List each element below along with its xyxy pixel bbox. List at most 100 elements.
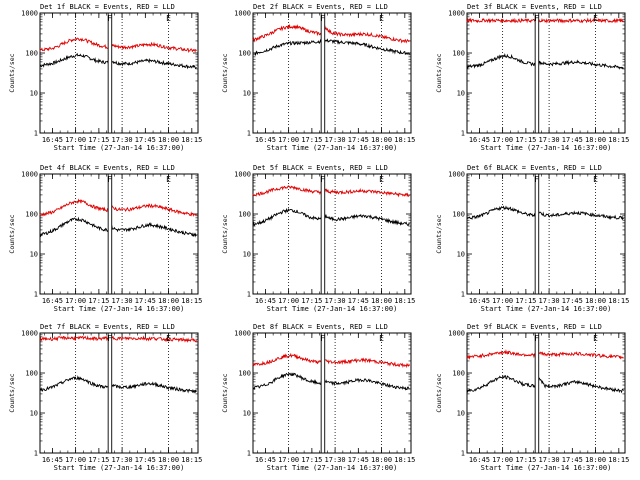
x-tick-label: 18:00 bbox=[585, 297, 606, 305]
x-tick-label: 18:15 bbox=[394, 456, 415, 464]
x-tick-label: 17:30 bbox=[112, 297, 133, 305]
chart-panel-7: Det 7f BLACK = Events, RED = LLD 1 10 100 10… bbox=[8, 323, 202, 472]
y-tick-label: 1 bbox=[247, 450, 251, 458]
x-tick-label: 17:00 bbox=[278, 456, 299, 464]
y-axis-label: Counts/sec bbox=[221, 53, 229, 92]
x-tick-label: 16:45 bbox=[42, 136, 63, 144]
events-series-line bbox=[466, 53, 624, 70]
y-tick-label: 100 bbox=[25, 211, 38, 219]
flag-marker-e: E bbox=[593, 14, 598, 23]
y-tick-label: 1000 bbox=[234, 10, 251, 18]
x-tick-label: 17:00 bbox=[492, 136, 513, 144]
x-tick-label: 17:45 bbox=[348, 136, 369, 144]
x-tick-label: 16:45 bbox=[255, 456, 276, 464]
x-tick-label: 18:15 bbox=[608, 136, 629, 144]
x-tick-label: 18:00 bbox=[158, 456, 179, 464]
y-tick-label: 1000 bbox=[21, 171, 38, 179]
events-series-line bbox=[252, 38, 410, 57]
y-tick-label: 100 bbox=[238, 50, 251, 58]
y-axis-label: Counts/sec bbox=[435, 214, 443, 253]
y-tick-label: 1000 bbox=[448, 171, 465, 179]
y-tick-label: 1 bbox=[34, 130, 38, 138]
x-tick-label: 17:00 bbox=[492, 297, 513, 305]
y-tick-label: 10 bbox=[243, 410, 251, 418]
flag-marker-f: F bbox=[107, 334, 112, 343]
y-tick-label: 10 bbox=[457, 251, 465, 259]
lld-series-line bbox=[466, 349, 624, 360]
flag-marker-f: F bbox=[534, 14, 539, 23]
chart-title: Det 8f BLACK = Events, RED = LLD bbox=[253, 323, 388, 331]
x-tick-label: 18:00 bbox=[158, 297, 179, 305]
data-gap-bar bbox=[534, 12, 540, 134]
lld-series-line bbox=[252, 185, 410, 198]
plot-frame bbox=[252, 173, 412, 295]
data-gap-bar bbox=[107, 12, 113, 134]
x-tick-label: 17:30 bbox=[539, 456, 560, 464]
x-tick-label: 17:00 bbox=[278, 297, 299, 305]
x-tick-label: 17:30 bbox=[539, 297, 560, 305]
y-tick-label: 1 bbox=[34, 450, 38, 458]
x-tick-label: 16:45 bbox=[255, 297, 276, 305]
chart-title: Det 5f BLACK = Events, RED = LLD bbox=[253, 164, 388, 172]
x-tick-label: 17:15 bbox=[515, 136, 536, 144]
x-tick-label: 16:45 bbox=[469, 456, 490, 464]
flag-marker-f: F bbox=[107, 175, 112, 184]
chart-panel-2: Det 2f BLACK = Events, RED = LLD 1 10 100 10… bbox=[221, 3, 415, 152]
x-tick-label: 17:00 bbox=[65, 456, 86, 464]
x-tick-label: 17:00 bbox=[65, 297, 86, 305]
flag-marker-e: E bbox=[166, 175, 171, 184]
x-tick-label: 17:30 bbox=[112, 136, 133, 144]
y-tick-label: 1000 bbox=[21, 330, 38, 338]
lld-series-line bbox=[466, 17, 624, 24]
x-tick-label: 17:45 bbox=[562, 456, 583, 464]
y-tick-label: 10 bbox=[243, 90, 251, 98]
y-tick-label: 100 bbox=[452, 50, 465, 58]
plot-frame bbox=[252, 332, 412, 454]
y-tick-label: 1 bbox=[247, 291, 251, 299]
chart-panel-9: Det 9f BLACK = Events, RED = LLD 1 10 100 10… bbox=[435, 323, 629, 472]
x-tick-label: 18:15 bbox=[608, 297, 629, 305]
y-axis-label: Counts/sec bbox=[221, 373, 229, 412]
x-tick-label: 18:15 bbox=[608, 456, 629, 464]
x-tick-label: 17:30 bbox=[325, 456, 346, 464]
chart-title: Det 9f BLACK = Events, RED = LLD bbox=[467, 323, 602, 331]
chart-panel-4: Det 4f BLACK = Events, RED = LLD 1 10 100 10… bbox=[8, 164, 202, 313]
y-axis-label: Counts/sec bbox=[8, 373, 16, 412]
x-tick-label: 17:15 bbox=[88, 297, 109, 305]
events-series-line bbox=[466, 205, 624, 221]
x-tick-label: 18:00 bbox=[585, 456, 606, 464]
x-tick-label: 18:00 bbox=[371, 456, 392, 464]
chart-title: Det 4f BLACK = Events, RED = LLD bbox=[40, 164, 175, 172]
flag-marker-e: E bbox=[593, 334, 598, 343]
data-gap-bar bbox=[107, 332, 113, 454]
lld-series-line bbox=[252, 352, 410, 369]
data-gap-bar bbox=[320, 332, 326, 454]
x-tick-label: 18:15 bbox=[394, 136, 415, 144]
x-axis-label: Start Time (27-Jan-14 16:37:00) bbox=[54, 144, 185, 152]
flag-marker-f: F bbox=[534, 334, 539, 343]
y-tick-label: 1000 bbox=[448, 10, 465, 18]
x-tick-label: 17:45 bbox=[348, 297, 369, 305]
x-tick-label: 16:45 bbox=[255, 136, 276, 144]
plot-frame bbox=[252, 12, 412, 134]
flag-marker-e: E bbox=[166, 14, 171, 23]
x-tick-label: 17:15 bbox=[301, 297, 322, 305]
x-tick-label: 18:15 bbox=[394, 297, 415, 305]
chart-panel-6: Det 6f BLACK = Events, RED = LLD 1 10 100 10… bbox=[435, 164, 629, 313]
x-tick-label: 16:45 bbox=[42, 297, 63, 305]
chart-title: Det 1f BLACK = Events, RED = LLD bbox=[40, 3, 175, 11]
events-series-line bbox=[39, 216, 197, 238]
y-axis-label: Counts/sec bbox=[8, 214, 16, 253]
plot-frame bbox=[466, 12, 626, 134]
x-axis-label: Start Time (27-Jan-14 16:37:00) bbox=[267, 144, 398, 152]
plot-frame bbox=[39, 173, 199, 295]
events-series-line bbox=[39, 52, 197, 70]
x-tick-label: 17:30 bbox=[325, 297, 346, 305]
y-tick-label: 10 bbox=[30, 410, 38, 418]
chart-title: Det 3f BLACK = Events, RED = LLD bbox=[467, 3, 602, 11]
events-series-line bbox=[39, 375, 197, 394]
y-tick-label: 10 bbox=[30, 251, 38, 259]
y-tick-label: 1 bbox=[247, 130, 251, 138]
y-axis-label: Counts/sec bbox=[8, 53, 16, 92]
lld-series-line bbox=[252, 23, 410, 44]
